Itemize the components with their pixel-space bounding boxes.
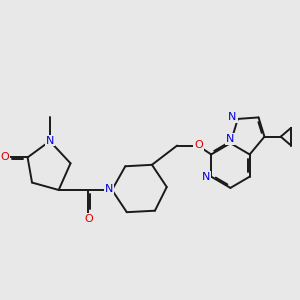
Text: N: N — [202, 172, 210, 182]
Text: N: N — [228, 112, 237, 122]
Text: O: O — [194, 140, 203, 150]
Text: O: O — [0, 152, 9, 162]
Text: O: O — [84, 214, 93, 224]
Text: N: N — [46, 136, 54, 146]
Text: N: N — [105, 184, 113, 194]
Text: N: N — [226, 134, 234, 144]
